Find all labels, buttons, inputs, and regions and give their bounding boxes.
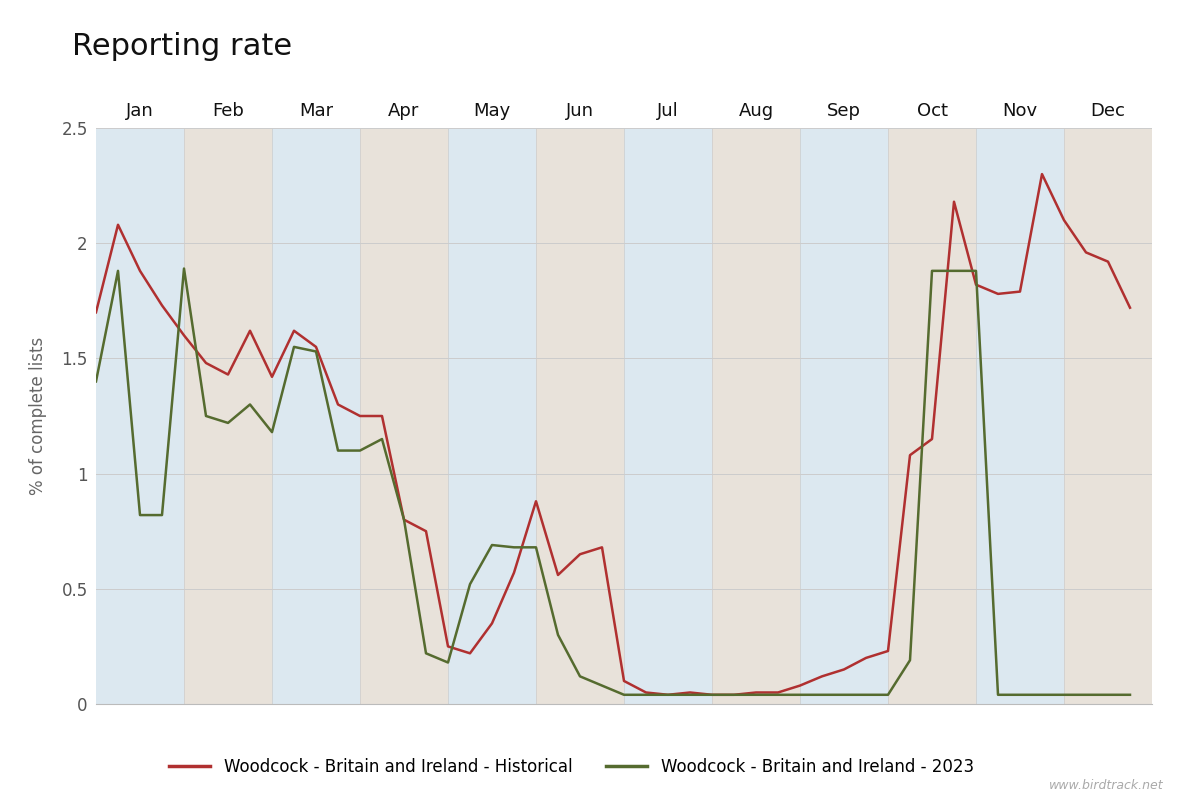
- Bar: [712, 128, 800, 704]
- Text: www.birdtrack.net: www.birdtrack.net: [1049, 779, 1164, 792]
- Bar: [96, 128, 184, 704]
- Bar: [184, 128, 272, 704]
- Bar: [536, 128, 624, 704]
- Bar: [800, 128, 888, 704]
- Legend: Woodcock - Britain and Ireland - Historical, Woodcock - Britain and Ireland - 20: Woodcock - Britain and Ireland - Histori…: [169, 758, 973, 777]
- Text: Reporting rate: Reporting rate: [72, 32, 292, 61]
- Bar: [624, 128, 712, 704]
- Y-axis label: % of complete lists: % of complete lists: [30, 337, 48, 495]
- Bar: [448, 128, 536, 704]
- Bar: [272, 128, 360, 704]
- Bar: [1064, 128, 1152, 704]
- Bar: [976, 128, 1064, 704]
- Bar: [888, 128, 976, 704]
- Bar: [360, 128, 448, 704]
